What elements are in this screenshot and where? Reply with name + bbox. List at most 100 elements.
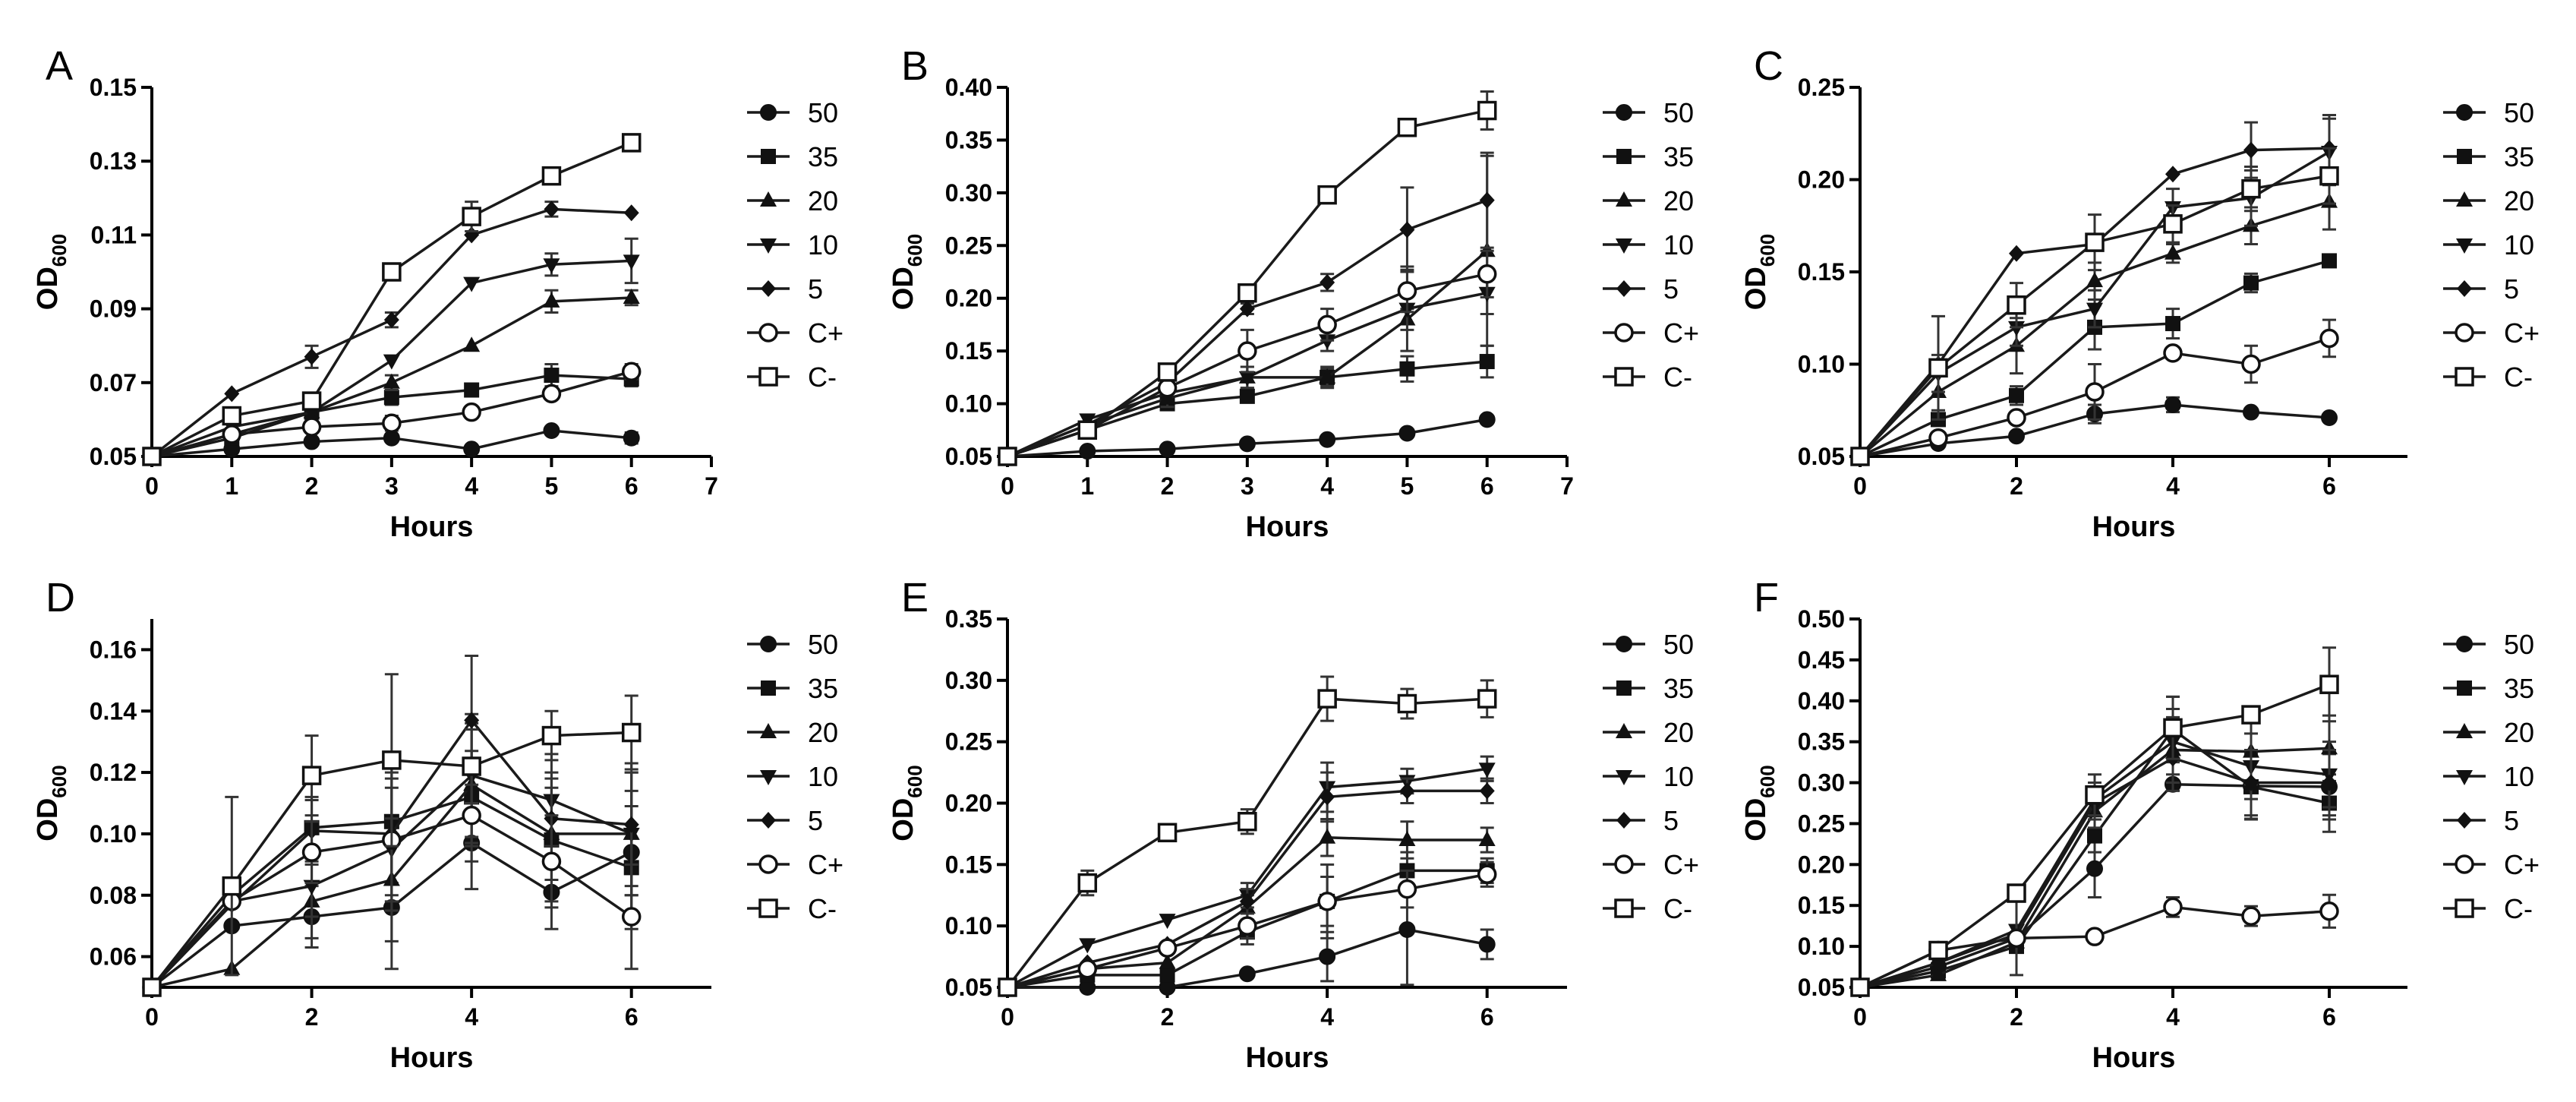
- data-point: [1077, 420, 1098, 440]
- series-cplus: [998, 249, 1497, 466]
- data-point: [1157, 938, 1178, 958]
- legend-marker: [1616, 680, 1632, 696]
- y-tick-label: 0.25: [945, 728, 992, 756]
- legend-item: C-: [2443, 362, 2533, 393]
- data-point: [1238, 916, 1257, 936]
- legend-label: 50: [1663, 97, 1694, 128]
- x-tick-label: 2: [305, 472, 319, 500]
- data-point: [2086, 860, 2103, 877]
- panel-e: E 0.05 0.10 0.15 0.20 0.25 0.30 0.35 0 2 4 6 Hours OD…: [888, 575, 1699, 1074]
- legend-marker: [758, 367, 778, 387]
- data-point: [2085, 232, 2105, 252]
- y-axis-label: OD600: [1740, 234, 1779, 310]
- data-point: [621, 133, 642, 153]
- x-tick-label: 0: [145, 1003, 159, 1031]
- y-tick-label: 0.20: [1798, 851, 1845, 878]
- legend-marker: [1616, 770, 1632, 785]
- data-point: [224, 385, 240, 403]
- legend-marker: [2456, 723, 2473, 738]
- data-point: [301, 842, 322, 862]
- legend-marker: [760, 191, 777, 207]
- y-tick-label: 0.10: [1798, 933, 1845, 960]
- series-cminus: [142, 673, 642, 997]
- legend-item: 50: [2443, 629, 2534, 660]
- x-tick-label: 6: [1480, 472, 1494, 500]
- data-point: [1319, 431, 1336, 448]
- data-point: [1077, 959, 1098, 979]
- x-tick-label: 2: [1161, 1003, 1174, 1031]
- legend-item: 35: [747, 141, 838, 172]
- data-point: [1478, 242, 1496, 257]
- data-point: [2165, 396, 2181, 413]
- legend-item: 50: [2443, 97, 2534, 128]
- data-point: [1477, 864, 1497, 885]
- data-point: [2163, 897, 2183, 917]
- legend-label: 20: [808, 717, 838, 748]
- legend-item: 20: [747, 185, 838, 216]
- legend-item: C+: [1603, 849, 1699, 880]
- y-tick-label: 0.05: [1798, 443, 1845, 470]
- panel-label: B: [901, 43, 929, 89]
- data-point: [544, 201, 560, 218]
- data-point: [2163, 343, 2183, 363]
- legend-item: 50: [747, 97, 838, 128]
- legend-item: C+: [747, 849, 843, 880]
- series-cplus: [1850, 318, 2339, 466]
- data-point: [1239, 300, 1255, 317]
- series-cminus: [1850, 646, 2339, 997]
- data-point: [304, 348, 320, 365]
- data-point: [383, 373, 400, 389]
- y-tick-label: 0.35: [945, 126, 992, 153]
- data-point: [1397, 879, 1417, 899]
- legend-marker: [760, 723, 777, 738]
- data-point: [1928, 428, 1948, 448]
- legend-label: 50: [2504, 97, 2534, 128]
- panel-c: C 0.05 0.10 0.15 0.20 0.25 0 2 4 6 Hours OD600 50 35 2…: [1740, 43, 2540, 543]
- x-tick-label: 4: [1320, 1003, 1334, 1031]
- legend-item: 10: [2443, 761, 2534, 792]
- legend-item: C+: [747, 317, 843, 349]
- y-axis-label-subscript: 600: [1756, 234, 1779, 267]
- data-point: [2241, 705, 2261, 725]
- panel-a: A 0.05 0.07 0.09 0.11 0.13 0.15 0 1 2 3 4 5 6 7 Hours OD…: [32, 43, 843, 543]
- data-point: [1477, 100, 1497, 121]
- data-point: [1319, 828, 1336, 844]
- legend-item: 5: [747, 273, 823, 305]
- data-point: [1159, 953, 1176, 969]
- data-point: [2087, 828, 2102, 844]
- data-point: [2322, 774, 2337, 791]
- data-point: [1478, 831, 1496, 846]
- legend-item: 5: [2443, 805, 2519, 836]
- legend-marker: [2457, 280, 2472, 297]
- legend-marker: [2456, 636, 2473, 652]
- legend-label: 50: [1663, 629, 1694, 660]
- legend-marker: [1614, 898, 1634, 918]
- x-axis-label: Hours: [1246, 1042, 1329, 1074]
- panel-label: A: [46, 43, 73, 89]
- panel-label: F: [1754, 575, 1779, 620]
- legend-marker: [2455, 898, 2474, 918]
- legend-item: 20: [1603, 717, 1694, 748]
- series-cminus: [998, 675, 1497, 997]
- legend-label: 50: [808, 97, 838, 128]
- panel-label: D: [46, 575, 75, 620]
- legend-item: C+: [2443, 849, 2540, 880]
- y-tick-label: 0.05: [90, 443, 137, 470]
- y-tick-label: 0.20: [945, 285, 992, 312]
- data-point: [1317, 314, 1337, 335]
- y-tick-label: 0.06: [90, 943, 137, 971]
- data-point: [464, 712, 480, 729]
- data-point: [1399, 221, 1415, 238]
- y-tick-label: 0.08: [90, 882, 137, 909]
- legend-marker: [2457, 149, 2472, 164]
- data-point: [621, 362, 642, 381]
- x-tick-label: 3: [1241, 472, 1254, 500]
- data-point: [2007, 883, 2026, 903]
- y-tick-label: 0.35: [945, 605, 992, 633]
- data-point: [2086, 302, 2103, 318]
- data-point: [1398, 425, 1416, 442]
- data-point: [2165, 166, 2180, 183]
- legend-label: 10: [1663, 229, 1694, 261]
- y-tick-label: 0.30: [945, 179, 992, 207]
- data-point: [462, 756, 481, 776]
